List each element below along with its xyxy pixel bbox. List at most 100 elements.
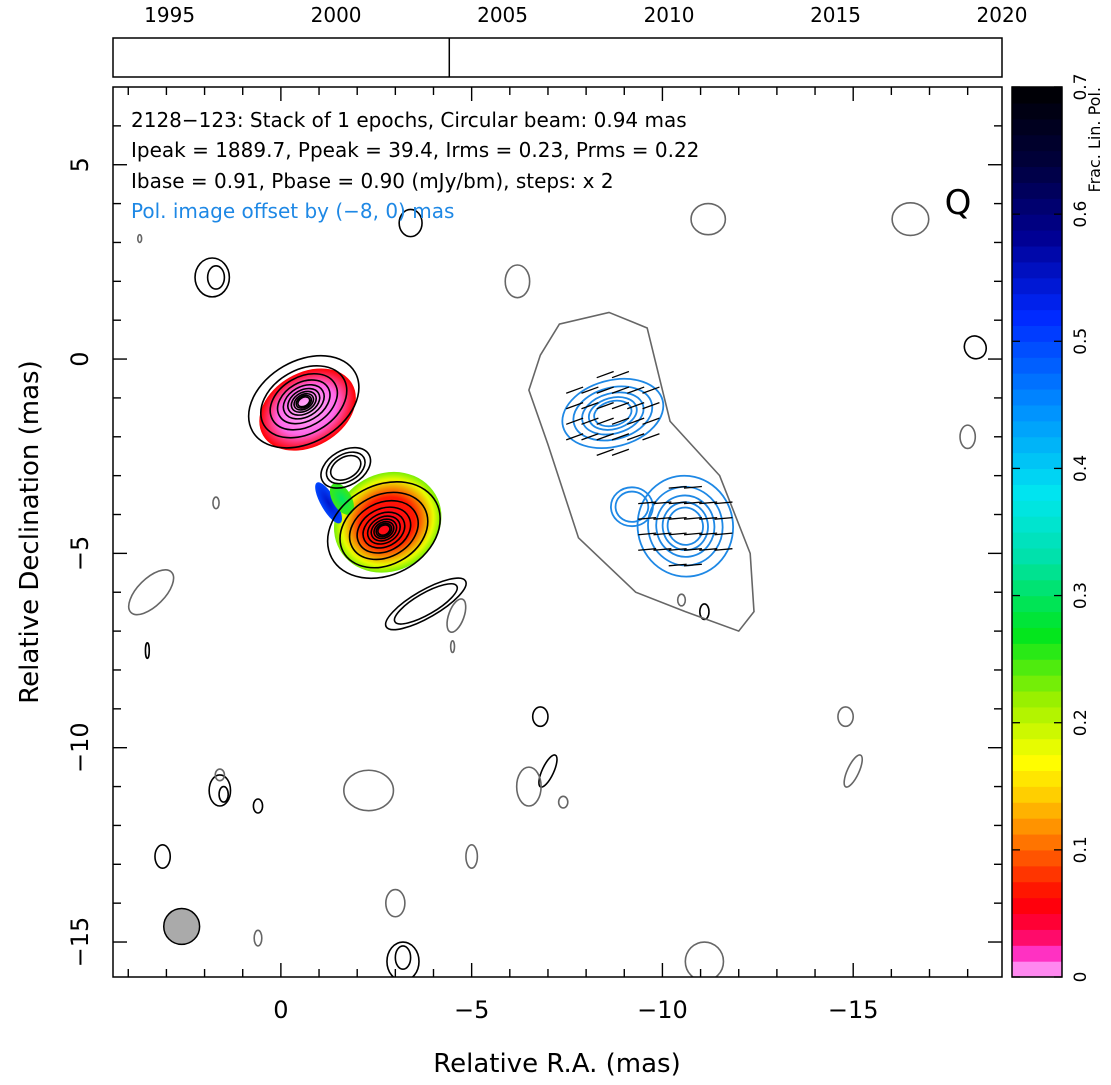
colorbar-band-35 (1012, 404, 1062, 422)
colorbar-band-29 (1012, 500, 1062, 517)
noise-contour-12 (676, 593, 687, 607)
colorbar-band-31 (1012, 468, 1062, 485)
x-tick-label-1: −5 (454, 996, 489, 1024)
pol-component-0-level-0 (561, 377, 665, 449)
noise-contour-25 (465, 844, 479, 869)
stokes-i-component-1-level-0 (326, 481, 441, 580)
colorbar-band-0 (1012, 961, 1062, 978)
noise-contour-1 (194, 257, 231, 298)
colorbar-band-47 (1012, 214, 1062, 231)
colorbar-band-14 (1012, 738, 1062, 756)
evpa-1-4-5 (668, 501, 687, 505)
evpa-1-3-2 (683, 548, 702, 551)
colorbar-tick-label-6: 0.6 (1071, 201, 1091, 228)
colorbar-band-40 (1012, 325, 1062, 342)
evpa-1-3-1 (683, 563, 702, 567)
pol-component-0-level-4 (593, 399, 633, 428)
evpa-1-6-2 (638, 548, 657, 551)
noise-contour-2 (398, 208, 423, 238)
colorbar-band-8 (1012, 833, 1062, 851)
noise-contour-10 (446, 598, 467, 633)
evpa-1-1-3 (714, 532, 733, 536)
stokes-i-component-2-level-0 (320, 446, 372, 489)
colorbar-bands (1012, 87, 1062, 978)
stokes-i-component-0-level-6 (290, 390, 317, 413)
evpa-1-4-1 (668, 563, 687, 567)
colorbar-band-22 (1012, 611, 1062, 628)
year-label-2015: 2015 (810, 3, 861, 27)
noise-contour-28 (394, 945, 412, 971)
year-label-2005: 2005 (477, 3, 528, 27)
evpa-0-7-1 (565, 433, 584, 441)
beam (162, 907, 201, 946)
year-label-1995: 1995 (144, 3, 195, 27)
evpa-0-4-1 (611, 433, 630, 441)
offset-stokes-i-outline (528, 311, 755, 633)
evpa-0-7-4 (565, 386, 584, 394)
map-panel: 0 −5 −10 −15 5 0 −5 −10 −15 2128−123: Stack of … (66, 86, 1003, 1024)
evpa-1-3-4 (683, 516, 702, 520)
year-label-2020: 2020 (977, 3, 1028, 27)
colorbar-band-48 (1012, 198, 1062, 215)
evpa-0-6-1 (581, 433, 599, 441)
evpa-1-2-2 (699, 548, 718, 551)
evpa-1-1-2 (714, 548, 733, 551)
stokes-i-component-1-level-8 (375, 522, 393, 538)
colorbar-band-49 (1012, 182, 1062, 199)
evpa-0-6-2 (581, 417, 599, 425)
colorbar-band-19 (1012, 659, 1062, 676)
evpa-0-5-5 (596, 370, 614, 379)
noise-contour-15 (837, 706, 854, 728)
evpa-1-3-3 (683, 532, 702, 536)
stokes-i-component-0-level-0 (247, 354, 360, 449)
pol-component-0-level-2 (581, 391, 645, 436)
noise-contour-16 (843, 754, 864, 788)
evpa-0-2-4 (642, 386, 660, 394)
noise-contour-18 (218, 785, 230, 803)
pol-component-1-level-4 (666, 506, 704, 546)
colorbar-band-46 (1012, 230, 1062, 247)
noise-contour-9 (212, 496, 220, 510)
noise-contour-3 (504, 264, 531, 299)
evpa-0-2-2 (642, 417, 660, 425)
stokes-i-component-1-level-9 (377, 524, 391, 537)
noise-contour-17 (208, 774, 232, 807)
stokes-i-component-2-level-1 (325, 451, 366, 485)
evpa-0-7-3 (565, 402, 584, 410)
stokes-i-component-3-level-1 (393, 583, 459, 625)
year-label-2010: 2010 (644, 3, 695, 27)
noise-contour-22 (515, 766, 542, 807)
y-tick-label-0: 5 (66, 157, 94, 172)
pol-component-0-level-3 (587, 396, 638, 431)
map-background (113, 87, 1002, 977)
evpa-0-5-1 (596, 433, 614, 441)
header-line-2: Ipeak = 1889.7, Ppeak = 39.4, Irms = 0.2… (131, 138, 699, 162)
evpa-0-3-1 (627, 433, 645, 441)
y-tick-label-3: −10 (66, 722, 94, 773)
colorbar-band-1 (1012, 945, 1062, 962)
colorbar-band-28 (1012, 516, 1062, 533)
x-axis-label: Relative R.A. (mas) (433, 1049, 680, 1079)
noise-contour-33 (449, 640, 456, 654)
stokes-i-component-1-level-2 (348, 499, 419, 561)
colorbar-band-2 (1012, 929, 1062, 946)
stokes-i-component-1-level-3 (356, 506, 412, 554)
noise-contours (127, 202, 988, 977)
stokes-i-component-0-level-9 (297, 396, 311, 408)
timeline: 1995 2000 2005 2010 2015 2020 (112, 3, 1028, 78)
evpa-vectors (565, 370, 733, 567)
noise-contour-26 (385, 888, 406, 918)
stokes-i-component-0-level-7 (293, 392, 315, 411)
colorbar: 0 0.1 0.2 0.3 0.4 0.5 0.6 0.7 Frac. Lin. Pol. (1011, 73, 1104, 983)
y-tick-label-1: 0 (66, 351, 94, 366)
stokes-i-component-3-level-0 (384, 577, 467, 631)
colorbar-band-11 (1012, 786, 1062, 803)
colorbar-band-39 (1012, 341, 1062, 358)
stokes-i-component-1-level-5 (366, 515, 401, 545)
y-tick-label-2: −5 (66, 536, 94, 571)
evpa-0-4-3 (611, 402, 630, 410)
fp-region-2 (315, 482, 342, 524)
colorbar-band-6 (1012, 865, 1062, 883)
colorbar-tick-label-0: 0 (1071, 972, 1091, 983)
